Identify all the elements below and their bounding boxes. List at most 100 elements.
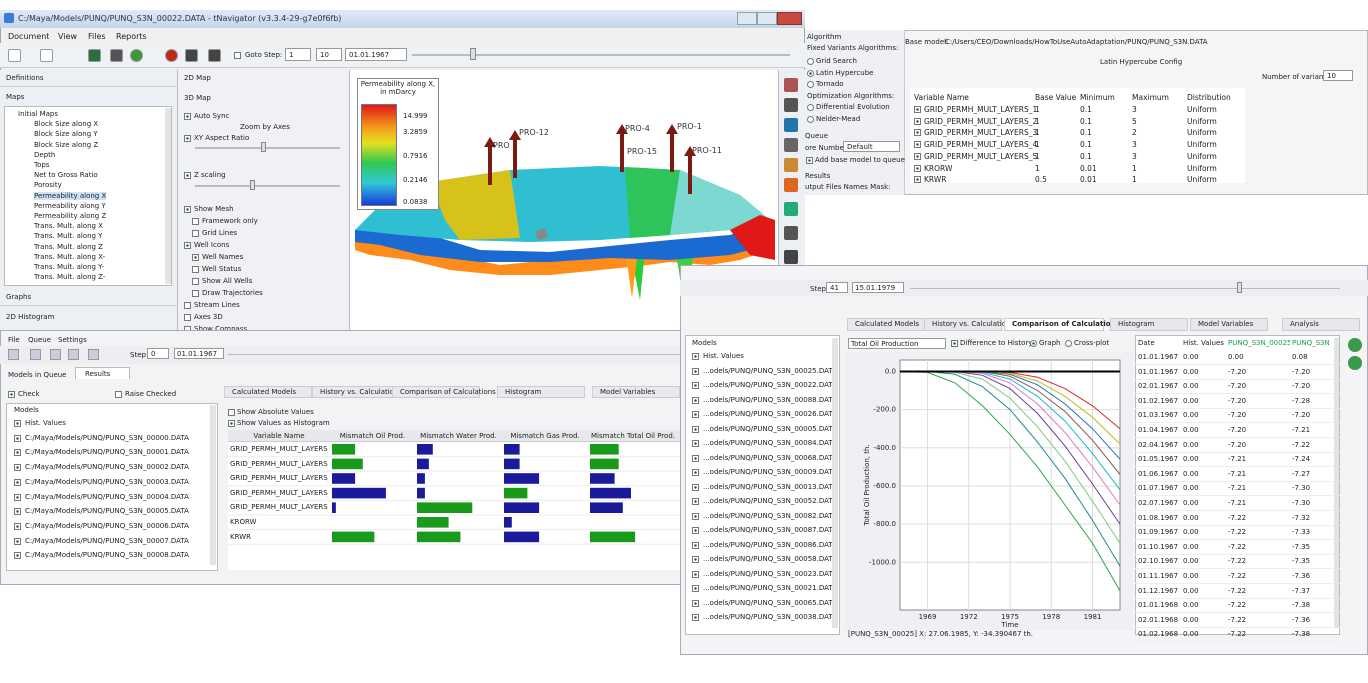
checkbox[interactable] [692,411,699,418]
tab[interactable] [1004,318,1104,331]
variants-spin[interactable] [1323,70,1353,81]
tab[interactable]: Results [85,370,111,378]
minimize-button[interactable] [737,12,757,25]
checkbox[interactable] [914,152,921,160]
maximize-button[interactable] [757,12,777,25]
toolbar-button[interactable] [165,49,178,62]
checkbox[interactable] [951,340,958,347]
checkbox[interactable] [14,420,21,427]
model-item[interactable]: ...odels/PUNQ/PUNQ_S3N_00009.DATA [703,468,837,476]
tab[interactable] [924,318,1002,331]
checkbox[interactable] [692,527,699,534]
tab[interactable]: Models in Queue [8,371,67,379]
model-item[interactable]: ...odels/PUNQ/PUNQ_S3N_00005.DATA [703,424,837,433]
tool-button[interactable] [784,78,798,92]
menu-item[interactable]: Queue [28,336,51,344]
menu-item[interactable]: File [8,336,20,344]
toolbar-button[interactable] [30,349,41,360]
model-item[interactable]: C:/Maya/Models/PUNQ/PUNQ_S3N_00007.DATA [25,536,189,545]
tab[interactable]: Histogram [505,388,542,396]
checkbox[interactable] [692,556,699,563]
toolbar-button[interactable] [8,49,21,62]
date-combo[interactable] [852,282,904,293]
model-item[interactable]: C:/Maya/Models/PUNQ/PUNQ_S3N_00004.DATA [25,492,189,501]
checkbox[interactable] [692,454,699,462]
radio-label[interactable]: Grid Search [816,57,857,65]
model-item[interactable]: ...odels/PUNQ/PUNQ_S3N_00088.DATA [703,395,837,404]
model-item[interactable]: C:/Maya/Models/PUNQ/PUNQ_S3N_00006.DATA [25,521,189,530]
tab[interactable] [1190,318,1268,331]
model-item[interactable]: C:/Maya/Models/PUNQ/PUNQ_S3N_00000.DATA [25,433,189,442]
panel-tab[interactable]: 2D Map [184,74,211,82]
model-item[interactable]: C:/Maya/Models/PUNQ/PUNQ_S3N_00001.DATA [25,448,189,457]
checkbox[interactable] [692,425,699,433]
radio-button[interactable] [807,81,814,88]
tab[interactable]: History vs. Calculations [320,388,403,396]
checkbox[interactable] [692,498,699,505]
checkbox[interactable] [14,478,21,486]
tab[interactable] [392,386,480,398]
checkbox[interactable] [692,353,699,360]
menu-item[interactable]: Reports [116,32,147,41]
model-item[interactable]: C:/Maya/Models/PUNQ/PUNQ_S3N_00002.DATA [25,463,189,472]
slider-handle[interactable] [1237,282,1242,293]
checkbox[interactable] [692,512,699,520]
checkbox[interactable] [115,391,122,398]
tree-item[interactable]: Trans. Mult. along Z- [34,273,106,282]
tool-button[interactable] [784,250,798,264]
tool-button[interactable] [1348,338,1362,352]
tool-button[interactable] [1348,356,1362,370]
checkbox-label[interactable]: Difference to History [960,339,1033,347]
tool-button[interactable] [784,178,798,192]
tree-item[interactable]: Permeability along Y [34,201,106,210]
checkbox[interactable] [234,52,241,59]
radio-button[interactable] [1065,340,1072,347]
option[interactable]: Well Status [202,265,242,273]
step-input[interactable] [285,48,311,61]
tab[interactable]: History vs. Calculations [932,320,1015,328]
model-item[interactable]: Hist. Values [25,419,66,427]
checkbox[interactable] [184,206,191,213]
tab[interactable] [224,386,312,398]
menu-item[interactable]: Settings [58,336,87,344]
step-input[interactable] [147,348,169,359]
checkbox[interactable] [192,254,199,261]
tree-item[interactable]: Trans. Mult. along Y [34,232,103,241]
toolbar-button[interactable] [185,49,198,62]
tab[interactable]: Model Variables [600,388,656,396]
checkbox[interactable] [692,367,699,375]
checkbox[interactable] [184,135,191,142]
model-item[interactable]: C:/Maya/Models/PUNQ/PUNQ_S3N_00008.DATA [25,551,189,560]
tool-button[interactable] [784,226,798,240]
tab[interactable] [1282,318,1360,331]
tab[interactable] [592,386,680,398]
option[interactable]: Z scaling [194,171,226,179]
core-combo[interactable] [843,141,900,152]
checkbox[interactable] [192,278,199,285]
option[interactable]: Show All Wells [202,277,253,285]
slider-handle[interactable] [470,48,476,60]
checkbox[interactable] [14,552,21,560]
option[interactable]: Well Names [202,253,244,261]
checkbox[interactable] [692,382,699,389]
tab[interactable]: Model Variables [1198,320,1254,328]
step-total-input[interactable] [316,48,342,61]
checkbox[interactable] [692,396,699,404]
checkbox[interactable] [184,172,191,179]
tree-item[interactable]: Trans. Mult. along X- [34,252,106,261]
tree-item[interactable]: Trans. Mult. along Y- [34,263,105,271]
date-combo[interactable] [345,48,407,61]
model-item[interactable]: ...odels/PUNQ/PUNQ_S3N_00087.DATA [703,526,837,534]
slider-handle[interactable] [261,142,266,152]
checkbox[interactable] [692,570,699,578]
checkbox[interactable] [692,483,699,491]
checkbox[interactable] [192,290,199,297]
model-item[interactable]: ...odels/PUNQ/PUNQ_S3N_00068.DATA [703,453,837,462]
checkbox[interactable] [192,218,199,225]
radio-button[interactable] [807,69,814,77]
checkbox[interactable] [14,508,21,516]
model-item[interactable]: ...odels/PUNQ/PUNQ_S3N_00026.DATA [703,410,837,418]
option[interactable]: Show Compass [194,325,248,333]
option[interactable]: Show Mesh [194,205,234,213]
radio-label[interactable]: Graph [1039,339,1061,347]
